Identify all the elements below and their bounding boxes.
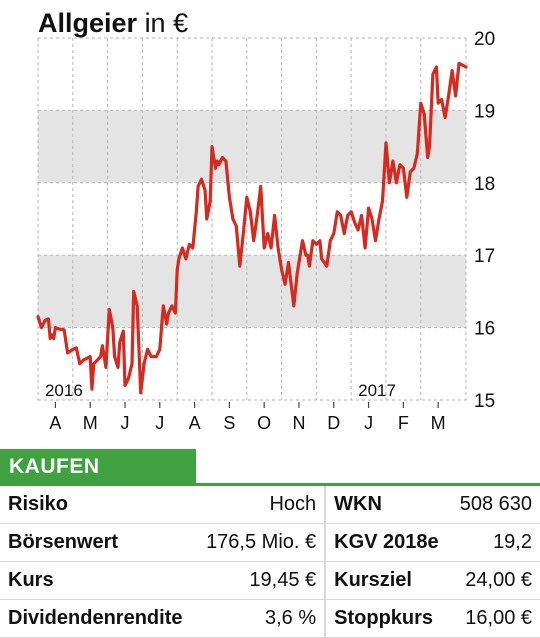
- table-row: Börsenwert 176,5 Mio. € KGV 2018e 19,2: [0, 523, 540, 562]
- table-row: Risiko Hoch WKN 508 630: [0, 486, 540, 524]
- shaded-band: [38, 110, 466, 183]
- year-labels: 2016 2017: [45, 381, 396, 400]
- market-cap-value: 176,5 Mio. €: [195, 523, 327, 562]
- y-tick-label: 19: [474, 101, 495, 122]
- table-row: Kurs 19,45 € Kursziel 24,00 €: [0, 561, 540, 600]
- table-row: Dividendenrendite 3,6 % Stoppkurs 16,00 …: [0, 599, 540, 638]
- y-axis-ticks: 15 16 17 18 19 20: [474, 29, 495, 412]
- x-tick-label: J: [364, 413, 373, 433]
- target-price-label: Kursziel: [325, 561, 450, 600]
- x-tick-label: N: [292, 413, 305, 433]
- dividend-yield-value: 3,6 %: [195, 599, 327, 638]
- y-tick-label: 18: [474, 174, 495, 195]
- shaded-band: [38, 255, 466, 328]
- wkn-label: WKN: [325, 486, 450, 524]
- x-tick-label: F: [398, 413, 409, 433]
- x-tick-label: A: [189, 413, 201, 433]
- chart-grid: [37, 37, 467, 401]
- year-label: 2017: [358, 381, 396, 400]
- y-tick-label: 20: [474, 29, 495, 50]
- price-line: [36, 61, 468, 395]
- wkn-value: 508 630: [449, 486, 540, 524]
- stop-price-value: 16,00 €: [449, 599, 540, 638]
- price-value: 19,45 €: [195, 561, 327, 600]
- x-tick-label: A: [49, 413, 61, 433]
- rating-underline: [196, 483, 540, 486]
- risk-label: Risiko: [0, 486, 196, 524]
- chart-title: Allgeier in €: [38, 8, 188, 39]
- year-label: 2016: [45, 381, 83, 400]
- rating-row: KAUFEN: [0, 449, 540, 486]
- price-label: Kurs: [0, 561, 196, 600]
- company-name: Allgeier: [38, 8, 138, 38]
- dividend-yield-label: Dividendenrendite: [0, 599, 196, 638]
- target-price-value: 24,00 €: [449, 561, 540, 600]
- x-tick-label: D: [327, 413, 340, 433]
- x-tick-label: M: [83, 413, 98, 433]
- x-tick-label: J: [155, 413, 164, 433]
- rating-label: KAUFEN: [9, 455, 100, 478]
- currency-label: in €: [144, 8, 189, 38]
- x-tick-label: S: [223, 413, 235, 433]
- y-tick-label: 17: [474, 246, 495, 267]
- stock-info-table: Risiko Hoch WKN 508 630 Börsenwert 176,5…: [0, 486, 540, 638]
- rating-badge: KAUFEN: [0, 449, 196, 486]
- stop-price-label: Stoppkurs: [325, 599, 450, 638]
- market-cap-label: Börsenwert: [0, 523, 196, 562]
- x-tick-label: M: [431, 413, 446, 433]
- y-tick-label: 16: [474, 319, 495, 340]
- price-chart: 15 16 17 18 19 20 A M J J A S O N D J F M 2016 2017: [36, 29, 495, 433]
- x-tick-label: J: [120, 413, 129, 433]
- y-tick-label: 15: [474, 391, 495, 412]
- series-line: [36, 61, 468, 395]
- x-tick-label: O: [257, 413, 271, 433]
- risk-value: Hoch: [195, 486, 327, 524]
- pe-ratio-value: 19,2: [449, 523, 540, 562]
- pe-ratio-label: KGV 2018e: [325, 523, 450, 562]
